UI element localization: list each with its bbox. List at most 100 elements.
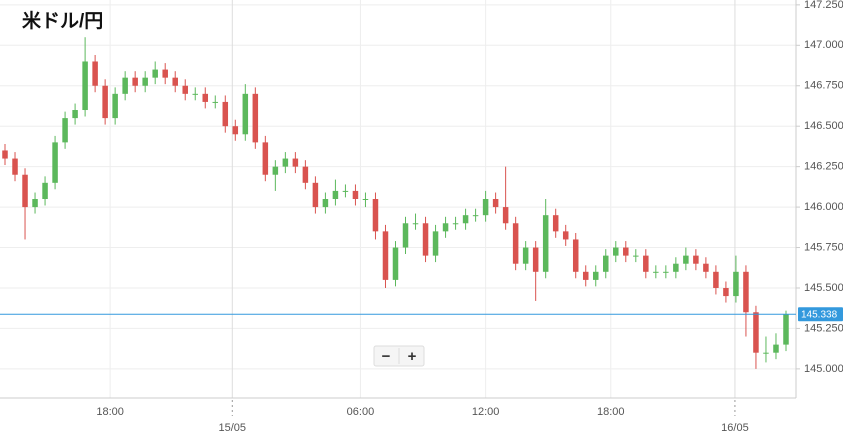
candle-body (272, 166, 279, 175)
candles (2, 37, 789, 369)
candle-body (292, 158, 299, 167)
candle-body (172, 77, 178, 86)
candle-body (492, 199, 499, 208)
candle-body (532, 247, 539, 272)
candle-body (452, 223, 459, 225)
candle-body (62, 118, 68, 143)
candle-body (322, 199, 329, 208)
candle-body (242, 93, 249, 135)
y-tick-label: 146.500 (804, 120, 843, 132)
candle-body (372, 199, 379, 232)
zoom-controls: − + (373, 345, 425, 367)
candle-body (222, 101, 229, 127)
candle-body (783, 314, 789, 345)
candle-body (52, 142, 58, 183)
candle-body (422, 223, 429, 256)
candle-body (733, 271, 739, 297)
candle-body (472, 215, 479, 217)
candle-body (72, 110, 78, 119)
candle-body (562, 231, 569, 240)
candle-body (252, 93, 259, 143)
candle-body (42, 182, 48, 199)
y-tick-label: 147.000 (804, 39, 843, 51)
y-tick-label: 146.750 (804, 80, 843, 92)
y-tick-label: 145.500 (804, 282, 843, 294)
candle-body (342, 190, 349, 192)
x-tick-label: 12:00 (472, 406, 500, 418)
candle-body (102, 85, 108, 119)
chart-title: 米ドル/円 (22, 9, 103, 32)
candle-body (282, 158, 289, 167)
candle-body (82, 61, 88, 111)
candle-body (723, 287, 729, 297)
candle-body (552, 215, 559, 232)
candle-body (412, 223, 419, 225)
x-date-label: 16/05 (721, 422, 749, 434)
zoom-out[interactable]: − (382, 348, 391, 365)
candle-body (202, 93, 209, 102)
candle-body (753, 312, 759, 353)
candle-body (613, 247, 619, 256)
candle-body (512, 223, 519, 264)
candle-body (653, 271, 659, 273)
candle-body (633, 255, 639, 257)
candle-body (332, 190, 339, 199)
current-price-label: 145.338 (801, 309, 838, 320)
candle-body (623, 247, 629, 256)
candle-body (232, 126, 239, 135)
candle-body (522, 247, 529, 264)
x-tick-label: 18:00 (597, 406, 625, 418)
candle-body (703, 263, 709, 272)
candle-body (683, 255, 689, 264)
candle-body (432, 231, 439, 256)
candle-body (22, 174, 28, 208)
current-price-box (798, 307, 843, 322)
candle-body (92, 61, 98, 86)
candle-body (673, 263, 679, 272)
candle-body (763, 352, 769, 354)
y-tick-label: 145.250 (804, 322, 843, 334)
candle-body (402, 223, 409, 248)
candle-body (663, 271, 669, 273)
candle-body (743, 271, 749, 313)
x-date-label: 15/05 (219, 422, 247, 434)
candle-body (302, 166, 309, 183)
candle-body (212, 101, 219, 103)
candle-body (502, 207, 509, 224)
zoom-in[interactable]: + (408, 348, 417, 365)
candle-body (262, 142, 269, 175)
candle-body (713, 271, 719, 288)
x-tick-label: 18:00 (96, 406, 124, 418)
candle-body (482, 199, 489, 216)
x-tick-label: 06:00 (347, 406, 375, 418)
candle-body (462, 215, 469, 224)
candle-body (582, 271, 589, 280)
candle-body (32, 199, 38, 208)
candle-body (572, 239, 579, 272)
candle-body (122, 77, 128, 94)
candle-body (442, 223, 449, 232)
candle-body (312, 182, 319, 208)
candle-body (2, 150, 8, 159)
candle-body (142, 77, 148, 86)
y-tick-label: 145.750 (804, 241, 843, 253)
candle-body (12, 158, 18, 175)
y-tick-label: 146.250 (804, 161, 843, 173)
candle-body (542, 215, 549, 272)
y-tick-label: 147.250 (804, 0, 843, 11)
candle-body (192, 93, 198, 95)
candle-body (592, 271, 599, 280)
candle-body (132, 77, 138, 86)
y-tick-label: 146.000 (804, 201, 843, 213)
candle-body (773, 344, 779, 353)
candle-body (152, 69, 158, 78)
candle-body (392, 247, 399, 280)
y-tick-label: 145.000 (804, 363, 843, 375)
candle-body (352, 190, 359, 199)
candle-body (603, 255, 609, 272)
candle-body (182, 85, 188, 94)
candle-body (362, 199, 369, 200)
candle-body (382, 231, 389, 280)
